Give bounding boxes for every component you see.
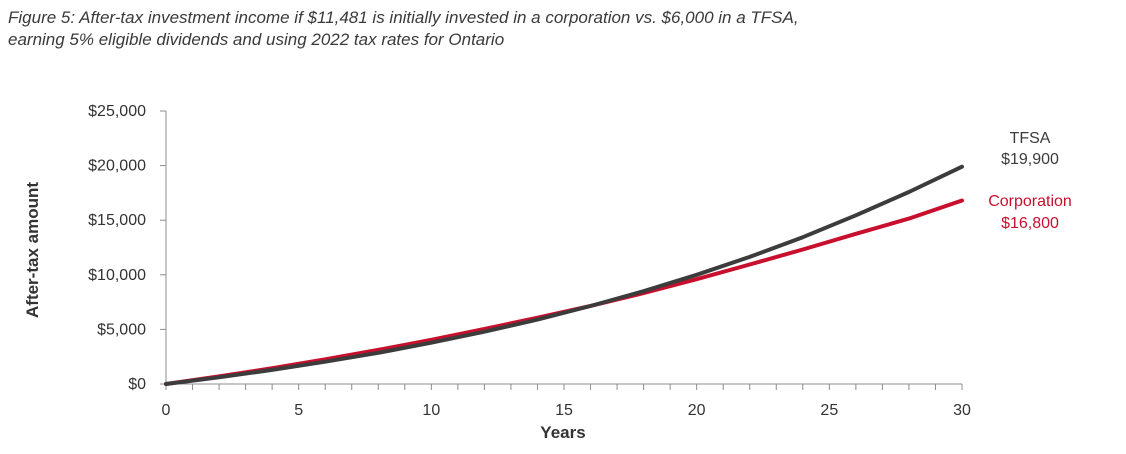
x-tick-label: 20 — [688, 402, 706, 419]
axes: $0 $5,000 $10,000 $15,000 $20,000 $25,000 0 5 10… — [88, 103, 971, 419]
x-axis-title: Years — [540, 423, 585, 442]
y-tick-label: $10,000 — [88, 267, 146, 284]
series-line-tfsa — [164, 164, 964, 386]
y-tick-label: $5,000 — [97, 321, 146, 338]
y-tick-label: $0 — [128, 376, 146, 393]
y-axis-title: After-tax amount — [23, 182, 42, 318]
x-tick-label: 25 — [820, 402, 838, 419]
series-end-value-corporation: $16,800 — [1001, 215, 1059, 232]
x-tick-label: 5 — [294, 402, 303, 419]
chart-title-line-2: earning 5% eligible dividends and using … — [8, 30, 505, 49]
x-tick-label: 30 — [953, 402, 971, 419]
series-name-corporation: Corporation — [988, 193, 1072, 210]
series-name-tfsa: TFSA — [1010, 130, 1051, 147]
series-end-value-tfsa: $19,900 — [1001, 151, 1059, 168]
x-tick-label: 15 — [555, 402, 573, 419]
chart-title: Figure 5: After-tax investment income if… — [8, 7, 1108, 51]
y-tick-label: $15,000 — [88, 212, 146, 229]
series-line-corporation — [164, 198, 964, 386]
series-lines — [164, 164, 964, 386]
chart-title-line-1: Figure 5: After-tax investment income if… — [8, 8, 799, 27]
y-tick-label: $20,000 — [88, 158, 146, 175]
x-tick-label: 0 — [162, 402, 171, 419]
series-end-labels: TFSA $19,900 Corporation $16,800 — [988, 130, 1072, 232]
x-tick-label: 10 — [422, 402, 440, 419]
y-tick-label: $25,000 — [88, 103, 146, 120]
